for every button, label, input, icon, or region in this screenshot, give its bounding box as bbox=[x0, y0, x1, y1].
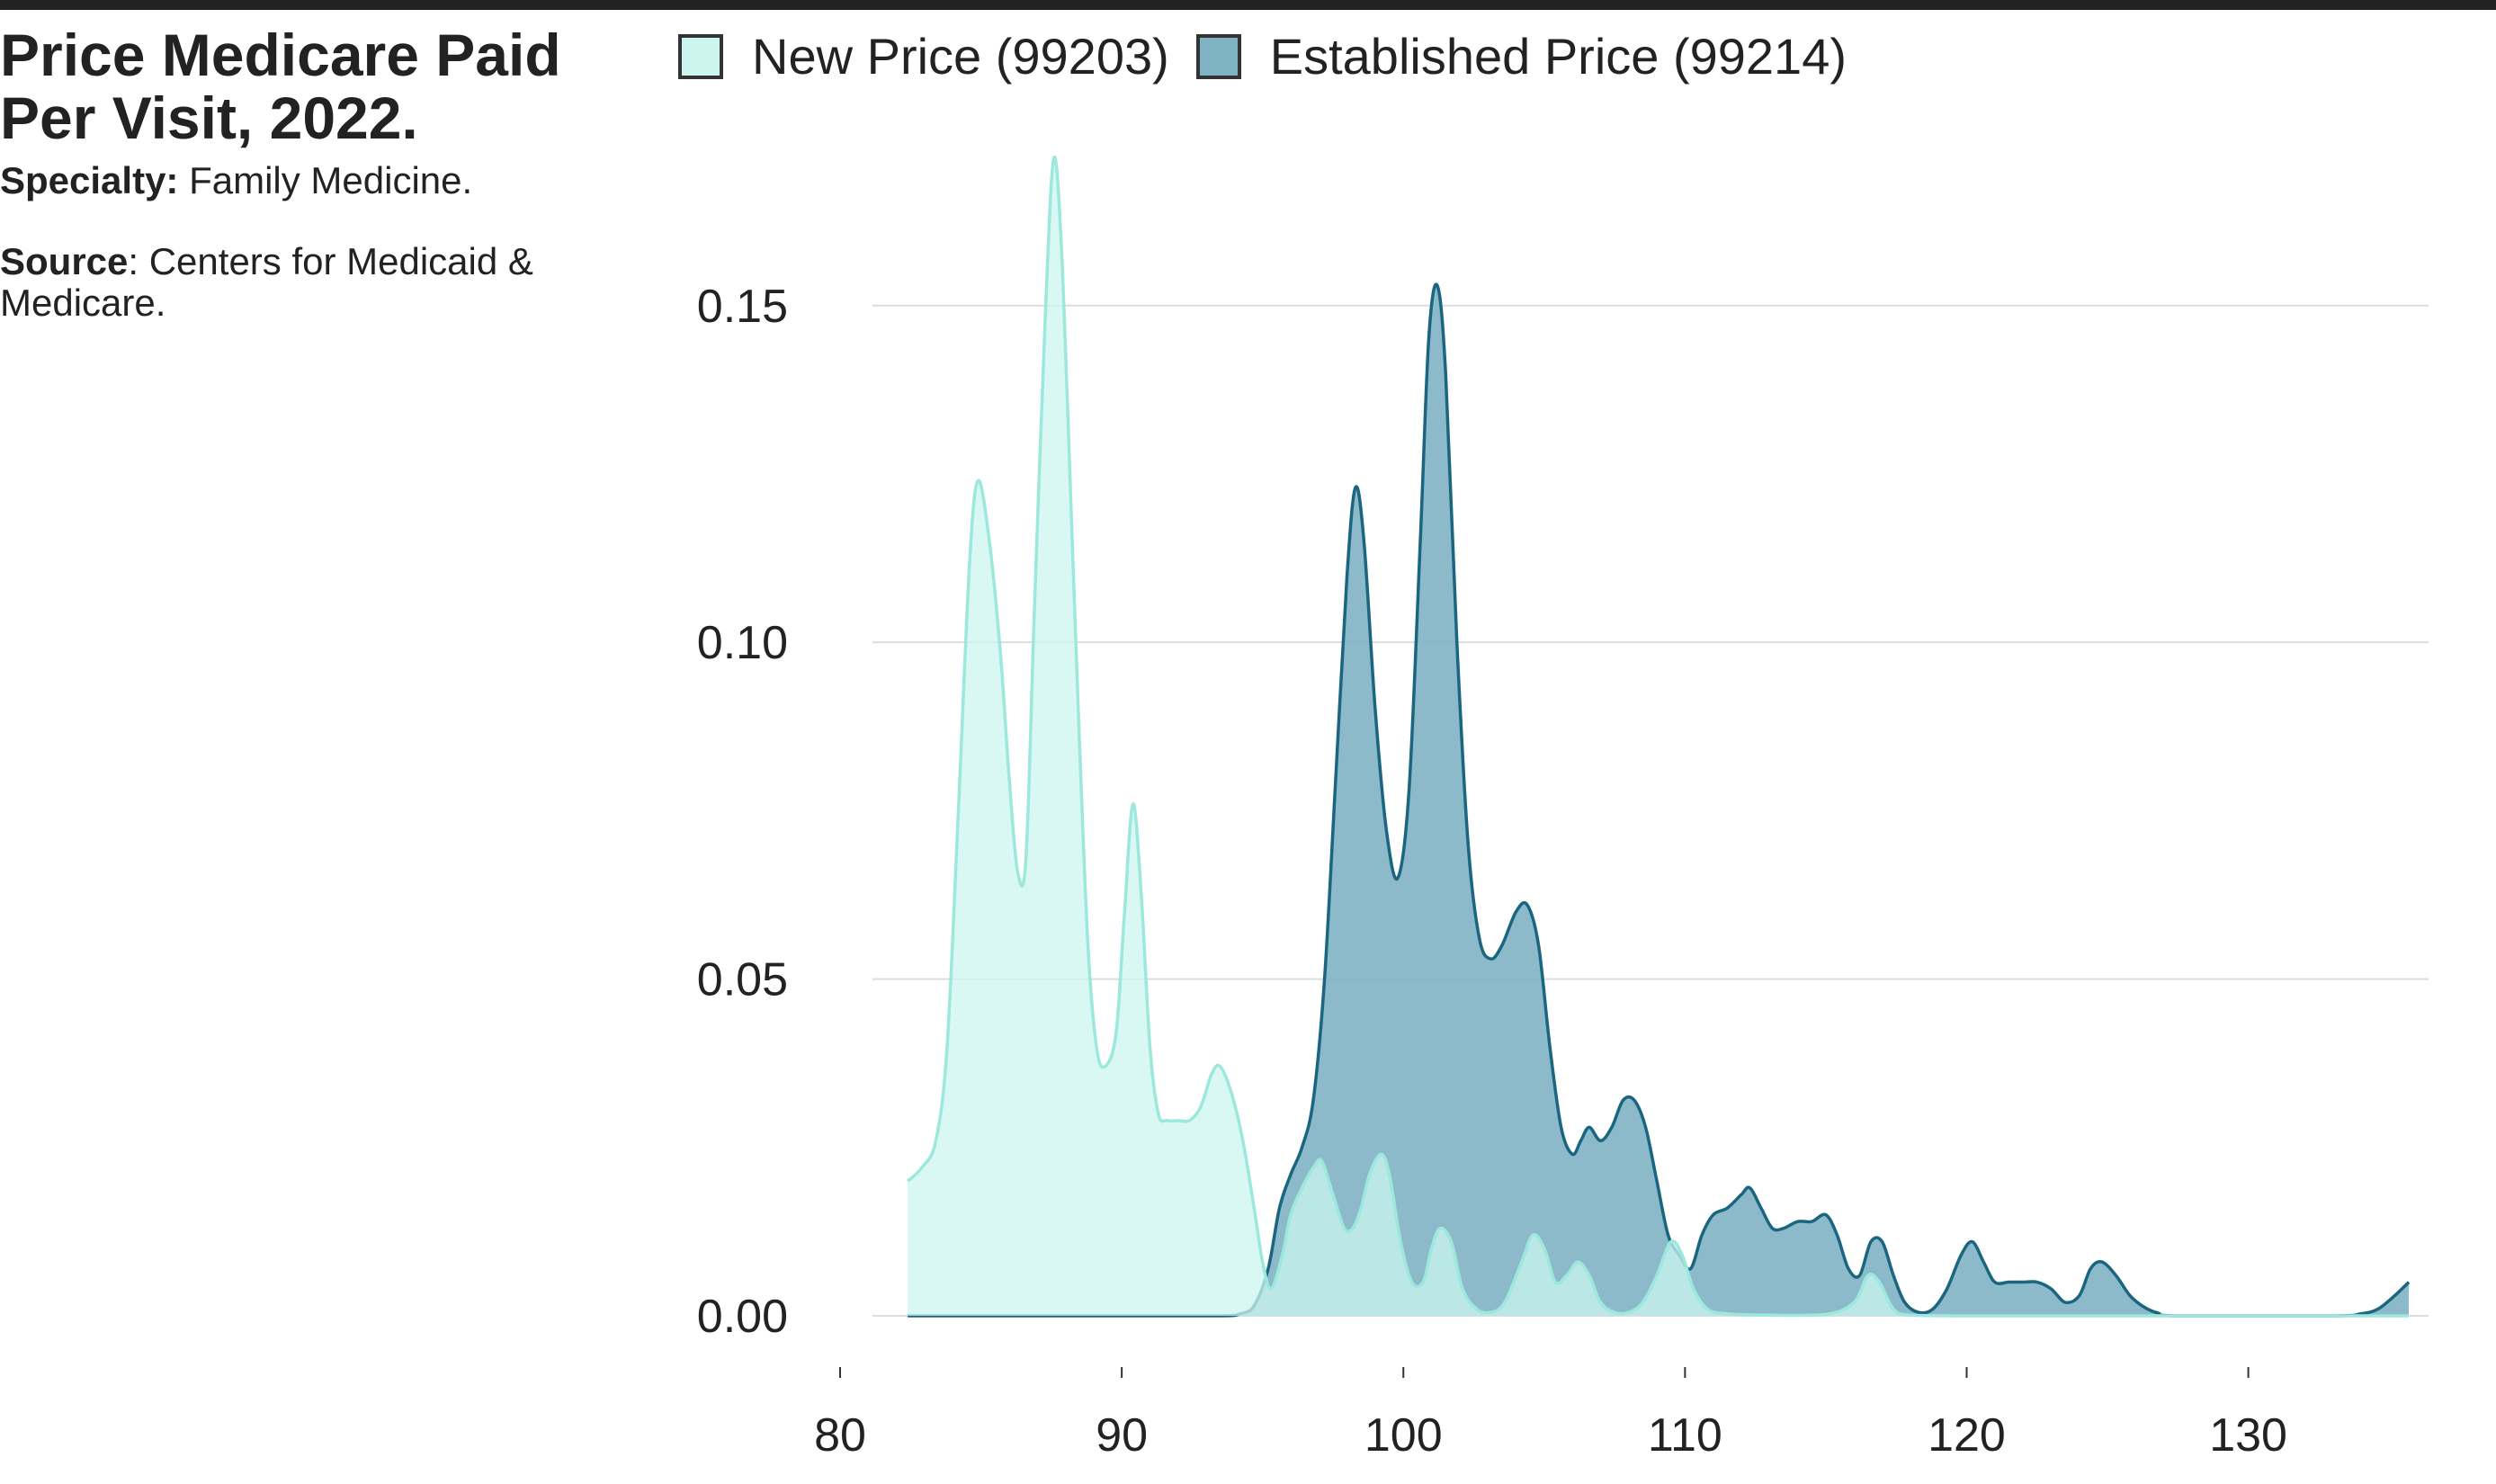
x-tick-label: 80 bbox=[814, 1409, 866, 1462]
y-tick-label: 0.10 bbox=[697, 617, 788, 669]
new-price-density-line bbox=[906, 156, 2410, 1318]
established-price-density-line bbox=[908, 282, 2411, 1318]
source-key: Source bbox=[0, 240, 129, 282]
specialty-value: Family Medicine. bbox=[189, 159, 473, 201]
chart-title: Price Medicare Paid Per Visit, 2022. bbox=[0, 23, 648, 149]
source-line: Source: Centers for Medicaid & Medicare. bbox=[0, 241, 648, 324]
x-tick-label: 110 bbox=[1648, 1409, 1722, 1462]
y-tick-label: 0.00 bbox=[697, 1291, 788, 1343]
title-line-2: Per Visit, 2022. bbox=[0, 85, 418, 151]
series-layer bbox=[906, 156, 2411, 1318]
x-tick-label: 90 bbox=[1096, 1409, 1148, 1462]
legend-swatch-new bbox=[678, 34, 723, 79]
legend-label-new: New Price (99203) bbox=[752, 28, 1169, 85]
legend-item-established: Established Price (99214) bbox=[1195, 28, 1847, 85]
legend: New Price (99203) Established Price (992… bbox=[678, 31, 1874, 83]
y-tick-label: 0.05 bbox=[697, 954, 788, 1006]
title-line-1: Price Medicare Paid bbox=[0, 22, 561, 88]
axis-layer: 0.00 0.05 0.10 0.15 80 90 100 110 120 130 bbox=[697, 281, 2287, 1462]
legend-label-established: Established Price (99214) bbox=[1269, 28, 1847, 85]
x-tick-label: 120 bbox=[1928, 1409, 2006, 1462]
legend-swatch-established bbox=[1195, 34, 1241, 79]
side-panel: Price Medicare Paid Per Visit, 2022. Spe… bbox=[0, 23, 648, 324]
top-rule bbox=[0, 0, 2496, 10]
specialty-line: Specialty: Family Medicine. bbox=[0, 160, 648, 201]
legend-item-new: New Price (99203) bbox=[678, 31, 1169, 83]
x-tick-label: 130 bbox=[2209, 1409, 2287, 1462]
x-tick-label: 100 bbox=[1364, 1409, 1443, 1462]
source-value-2: Medicare. bbox=[0, 282, 166, 324]
y-tick-label: 0.15 bbox=[697, 281, 788, 333]
source-value: : Centers for Medicaid & bbox=[128, 240, 533, 282]
new-price-density-area bbox=[908, 156, 2410, 1317]
specialty-key: Specialty: bbox=[0, 159, 179, 201]
